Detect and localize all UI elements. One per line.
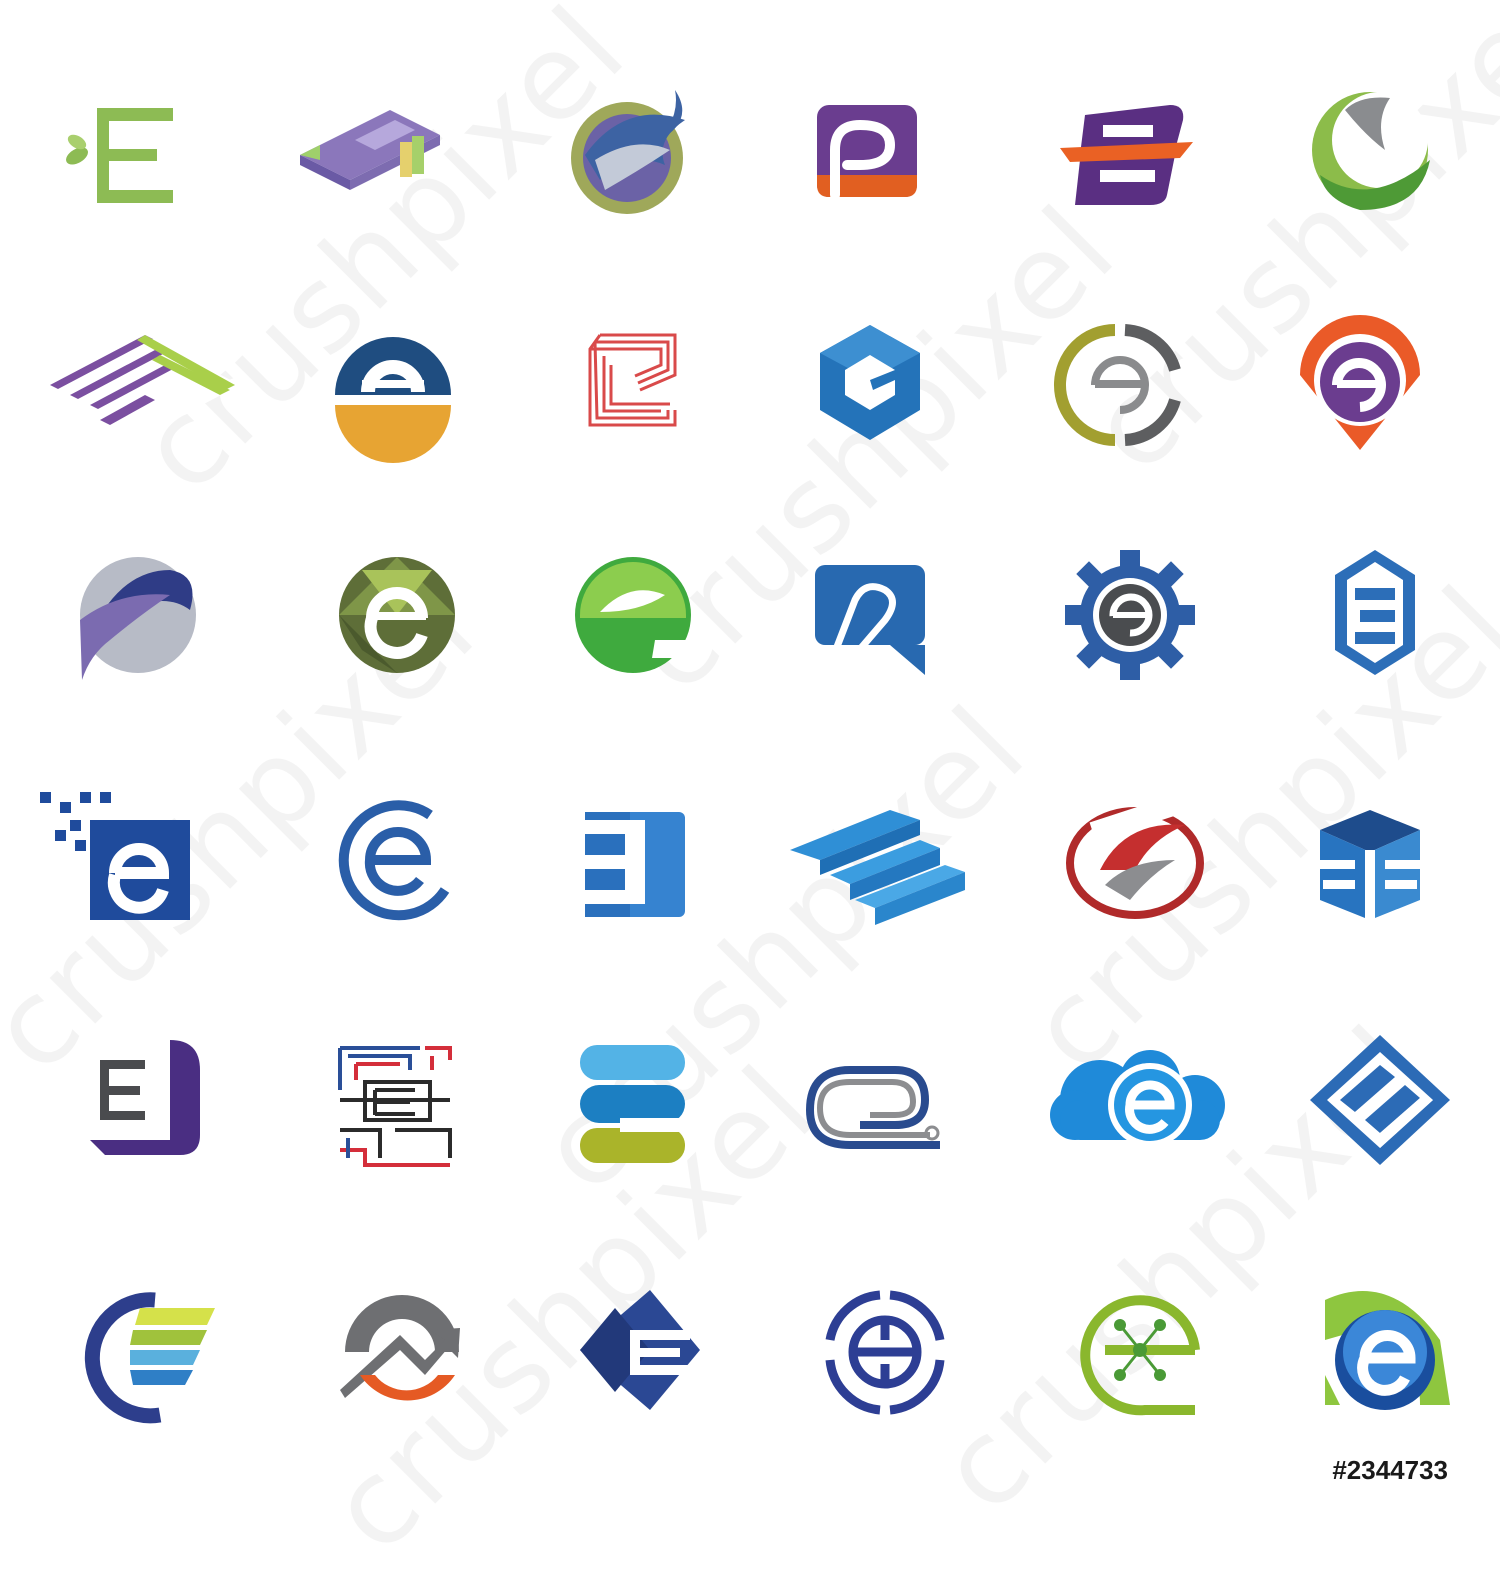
blue-block-3-e-logo	[565, 780, 715, 930]
pixel-square-e-logo	[40, 780, 195, 930]
blue-cube-e-logo	[1295, 780, 1445, 930]
blue-ring-e-logo	[320, 780, 470, 930]
green-node-e-logo	[1065, 1280, 1215, 1430]
half-circle-blue-orange-e-logo	[320, 310, 470, 463]
red-line-maze-e-logo	[560, 310, 710, 460]
red-wing-oval-e-logo	[1055, 780, 1205, 930]
blue-stairs-e-logo	[790, 780, 965, 930]
navy-diamond-E-logo	[575, 1280, 725, 1430]
gear-e-logo	[1055, 540, 1205, 690]
target-circle-e-logo	[810, 1280, 960, 1430]
olive-ring-e-logo	[1045, 310, 1195, 460]
green-leaf-e-logo	[560, 540, 710, 690]
swirl-circle-e-logo	[555, 80, 705, 230]
purple-box-E-logo	[70, 1030, 220, 1180]
hexagon-3-e-logo	[1300, 540, 1450, 690]
leaf-letter-e-logo	[45, 80, 195, 230]
mountain-arrow-e-logo	[330, 1280, 480, 1430]
isometric-purple-e-logo	[295, 80, 445, 230]
orange-location-pin-e-logo	[1285, 310, 1435, 460]
stacked-pills-e-logo	[565, 1030, 715, 1180]
diamond-stripes-e-logo	[45, 310, 240, 460]
diamond-lines-e-logo	[1305, 1030, 1455, 1180]
color-maze-E-logo	[320, 1030, 470, 1180]
speed-stripe-e-logo	[1055, 80, 1205, 230]
rounded-square-paperclip-e-logo	[795, 80, 945, 230]
blue-hexagon-e-logo	[795, 310, 945, 460]
speech-bubble-e-logo	[800, 540, 950, 690]
paperclip-cable-e-logo	[800, 1030, 950, 1180]
low-poly-green-circle-e-logo	[322, 540, 472, 690]
stock-id-label: #2344733	[1332, 1455, 1448, 1485]
wing-globe-e-logo	[84, 1280, 235, 1430]
glossy-blue-e-logo	[1310, 1280, 1460, 1430]
purple-wave-circle-e-logo	[60, 540, 210, 690]
green-swoosh-sphere-e-logo	[1300, 80, 1450, 230]
blue-cloud-e-logo	[1050, 1030, 1225, 1180]
